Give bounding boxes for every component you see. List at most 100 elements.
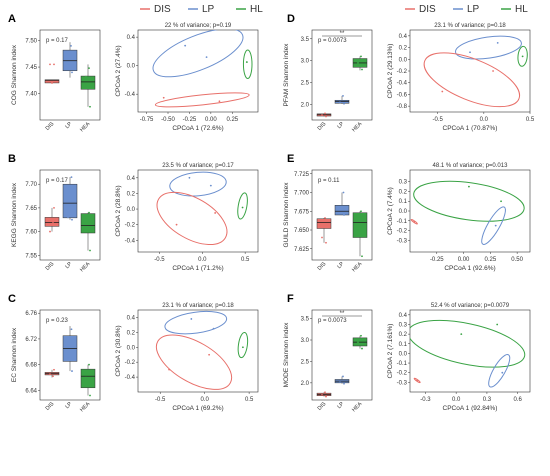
x-axis-label: CPCoA 1 (71.2%): [172, 265, 223, 272]
x-tick-label: 0.5: [241, 257, 250, 263]
data-point: [339, 101, 341, 104]
y-tick-label: 7.40: [25, 92, 37, 98]
y-tick-label: 7.675: [294, 209, 310, 215]
box-iqr: [316, 218, 332, 229]
x-tick-label: HEA: [351, 121, 363, 133]
y-tick-label: -0.4: [125, 238, 136, 244]
x-tick-label: 0.5: [245, 397, 254, 403]
x-tick-label: 0.25: [485, 257, 497, 263]
data-point: [89, 249, 91, 252]
confidence-ellipse: [154, 92, 250, 108]
pcoa-panel: 52.4 % of variance; p=0.0079 -0.3 0.0 0.3 0.…: [387, 303, 531, 412]
data-point: [71, 71, 73, 74]
pcoa-title: 52.4 % of variance; p=0.0079: [431, 303, 510, 309]
x-tick-label: LP: [64, 261, 73, 270]
y-tick-label: 0.3: [399, 322, 408, 328]
x-tick-label: -0.25: [183, 117, 197, 123]
data-point: [469, 51, 471, 54]
data-point: [71, 218, 73, 221]
panel-letter: C: [8, 293, 16, 305]
box-iqr: [80, 213, 96, 234]
data-point: [361, 255, 363, 258]
box-iqr: [62, 183, 78, 219]
data-point: [325, 241, 327, 244]
y-tick-label: 7.60: [25, 230, 37, 236]
data-point: [53, 206, 55, 209]
data-point: [67, 357, 69, 360]
confidence-ellipse: [152, 30, 244, 78]
x-tick-label: -0.50: [161, 117, 175, 123]
box-iqr: [334, 205, 350, 216]
data-point: [70, 176, 73, 179]
data-point: [357, 62, 359, 64]
y-axis-label: MODE Shannon index: [283, 322, 290, 387]
data-point: [53, 368, 55, 371]
y-tick-label: 7.70: [25, 182, 37, 188]
y-tick-label: 3.5: [301, 37, 310, 43]
plot-frame: [311, 169, 373, 261]
x-tick-label: 0.00: [205, 117, 217, 123]
p-value-label: p = 0.17: [46, 178, 69, 184]
confidence-ellipse: [237, 331, 249, 359]
data-point: [85, 75, 87, 78]
x-tick-label: DIS: [45, 121, 56, 132]
pcoa-title: 23.1 % of variance; p=0.18: [162, 303, 234, 309]
data-point: [188, 176, 191, 179]
data-point: [500, 200, 502, 203]
data-point: [70, 328, 73, 331]
data-point: [71, 370, 73, 372]
y-tick-label: 7.50: [25, 39, 37, 45]
confidence-ellipse: [169, 171, 227, 197]
pcoa-title: 23.5 % of variance; p=0.17: [162, 163, 234, 169]
plot-frame: [137, 29, 259, 113]
x-axis-label: CPCoA 1 (92.6%): [444, 265, 495, 272]
p-value-label: p = 0.0073: [318, 38, 347, 44]
x-tick-label: LP: [336, 261, 345, 270]
x-tick-label: HEA: [79, 261, 91, 273]
plot-area: [423, 35, 528, 108]
y-tick-label: 6.64: [25, 388, 37, 394]
data-point: [413, 220, 416, 223]
y-tick-label: 7.725: [294, 172, 310, 178]
confidence-ellipse: [155, 334, 233, 390]
data-point: [339, 206, 341, 209]
y-tick-label: 7.700: [294, 191, 310, 197]
y-tick-label: 0.4: [399, 34, 408, 40]
y-tick-label: 7.650: [294, 228, 310, 234]
data-point: [162, 96, 165, 99]
y-axis-label: CPCoA 2 (30.8%): [115, 325, 122, 376]
data-point: [241, 206, 244, 209]
x-tick-label: 0.3: [483, 397, 492, 403]
x-axis-label: CPCoA 1 (72.6%): [172, 125, 223, 132]
y-tick-label: -0.3: [397, 380, 408, 386]
data-point: [321, 114, 323, 117]
data-point: [492, 70, 494, 72]
x-tick-label: DIS: [317, 121, 328, 132]
y-tick-label: 0.4: [399, 313, 408, 319]
data-point: [441, 90, 444, 93]
data-point: [85, 216, 87, 219]
data-point: [175, 223, 178, 226]
x-axis-label: CPCoA 1 (69.2%): [172, 405, 223, 412]
data-point: [343, 102, 345, 105]
y-tick-label: 0.2: [127, 191, 136, 197]
y-axis-label: CPCoA 2 (7.4%): [387, 187, 394, 235]
pcoa-title: 23.1 % of variance; p=0.18: [434, 23, 506, 29]
confidence-ellipse: [488, 354, 511, 388]
y-tick-label: 0.2: [399, 46, 408, 52]
confidence-ellipse: [455, 35, 522, 60]
confidence-ellipse: [156, 191, 228, 246]
data-point: [357, 341, 359, 344]
y-tick-label: 3.5: [301, 317, 310, 323]
x-tick-label: 0.0: [480, 117, 489, 123]
plot-frame: [137, 309, 259, 393]
y-tick-label: -0.2: [125, 360, 136, 366]
data-point: [416, 379, 419, 382]
plot-area: [156, 171, 248, 246]
plot-frame: [311, 29, 373, 121]
x-tick-label: 0.6: [514, 397, 523, 403]
y-tick-label: 7.45: [25, 65, 37, 71]
data-point: [343, 214, 345, 216]
data-point: [343, 382, 345, 385]
y-tick-label: 6.68: [25, 363, 37, 369]
